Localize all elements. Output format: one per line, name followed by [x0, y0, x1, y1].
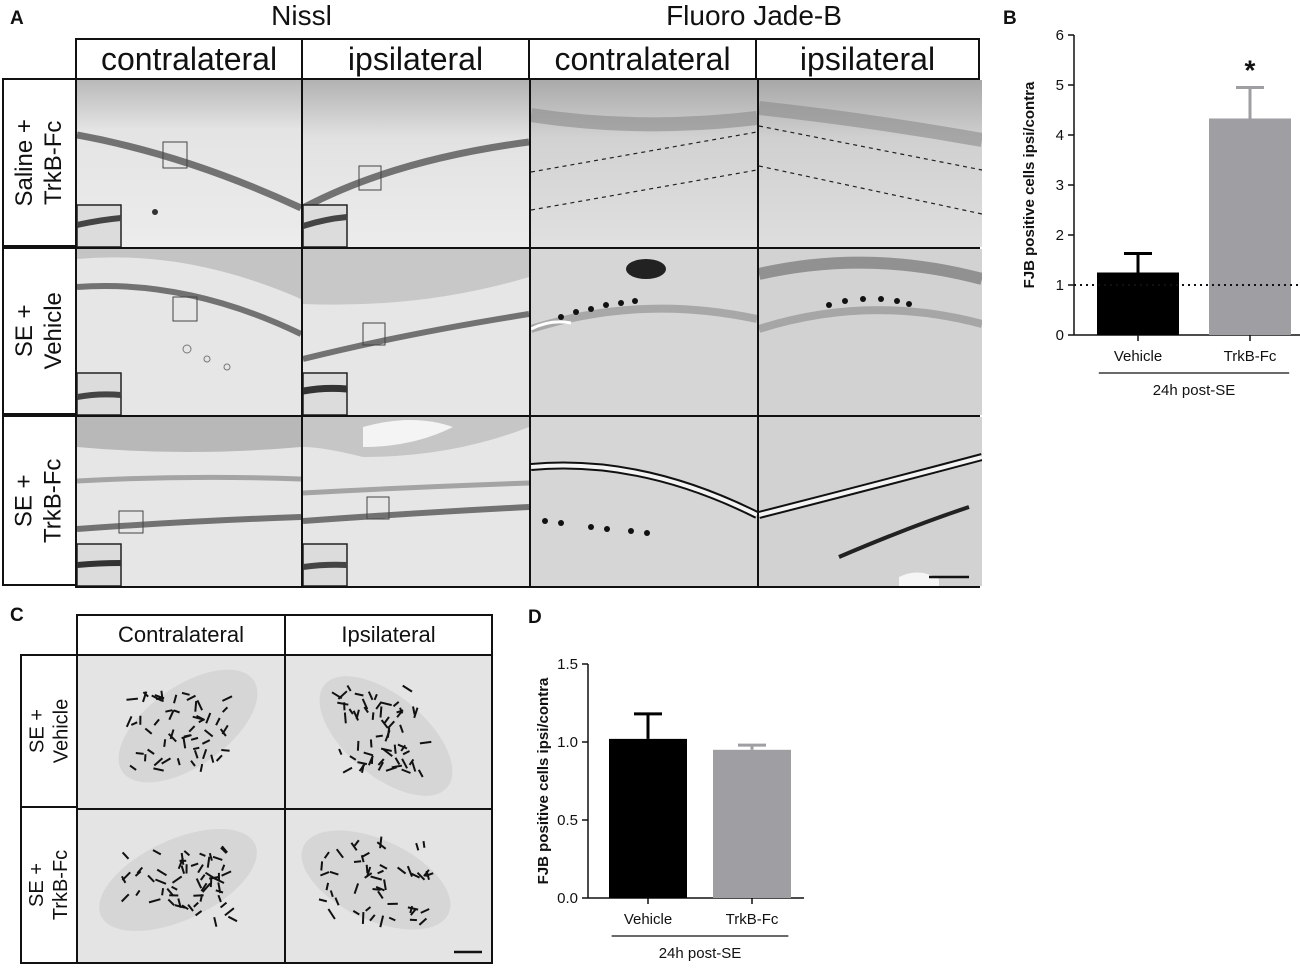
- micrograph-nissl-contra-se-vehicle: [77, 249, 301, 415]
- y-tick-label: 0.5: [557, 812, 578, 829]
- neuron-mark: [127, 699, 138, 700]
- bar-vehicle: [609, 739, 687, 898]
- micrograph-c-ipsi-se-vehicle: [286, 656, 491, 808]
- neuron-mark: [164, 739, 165, 747]
- column-header-nissl-contralateral: contralateral: [75, 38, 303, 78]
- micrograph-nissl-contra-se-trkb: [77, 417, 301, 586]
- micrograph-c-contra-se-vehicle: [78, 656, 284, 808]
- micrograph-fjb-ipsi-saline: [759, 80, 982, 247]
- neuron-mark: [373, 889, 381, 890]
- neuron-mark: [211, 876, 212, 887]
- micrograph-nissl-contra-saline: [77, 80, 301, 247]
- column-header-c-ipsilateral: Ipsilateral: [284, 614, 493, 654]
- neuron-mark: [145, 754, 146, 761]
- row-header-c-se-trkb: SE + TrkB-Fc: [20, 806, 76, 964]
- neuron-mark: [162, 888, 163, 895]
- neuron-mark: [373, 712, 374, 720]
- bar-vehicle: [1097, 273, 1179, 336]
- neuron-mark: [424, 841, 425, 848]
- micrograph-fjb-ipsi-se-trkb: [759, 417, 982, 586]
- column-header-c-contralateral: Contralateral: [76, 614, 286, 654]
- y-tick-label: 5: [1056, 77, 1064, 94]
- micrograph-c-contra-se-trkb: [78, 810, 284, 962]
- x-group-label: 24h post-SE: [1153, 382, 1236, 399]
- column-header-nissl-ipsilateral: ipsilateral: [301, 38, 530, 78]
- neuron-mark: [395, 745, 396, 754]
- neuron-mark: [376, 736, 383, 737]
- significance-annotation: *: [1245, 55, 1256, 86]
- micrograph-grid-c: [76, 654, 493, 964]
- y-tick-label: 0.0: [557, 890, 578, 907]
- neuron-mark: [380, 837, 381, 849]
- y-tick-label: 0: [1056, 327, 1064, 344]
- column-header-fjb-ipsilateral: ipsilateral: [755, 38, 980, 78]
- y-axis-label: FJB positive cells ipsi/contra: [535, 677, 552, 884]
- micrograph-grid-a: [75, 78, 980, 588]
- micrograph-c-ipsi-se-trkb: [286, 810, 491, 962]
- neuron-mark: [358, 741, 359, 751]
- x-tick-label: TrkB-Fc: [726, 911, 779, 928]
- micrograph-fjb-ipsi-se-vehicle: [759, 249, 982, 415]
- column-header-fjb-contralateral: contralateral: [528, 38, 757, 78]
- row-header-saline-trkb: Saline + TrkB-Fc: [2, 78, 75, 247]
- y-tick-label: 3: [1056, 177, 1064, 194]
- neuron-mark: [381, 707, 382, 718]
- bar-trkb-fc: [713, 750, 791, 898]
- y-tick-label: 2: [1056, 227, 1064, 244]
- row-header-se-trkb: SE + TrkB-Fc: [2, 415, 75, 586]
- y-tick-label: 6: [1056, 27, 1064, 44]
- micrograph-fjb-contra-se-trkb: [531, 417, 757, 586]
- y-tick-label: 1.0: [557, 734, 578, 751]
- x-tick-label: TrkB-Fc: [1224, 348, 1277, 365]
- neuron-mark: [136, 753, 144, 754]
- chart-b-svg: 0 1 2 3 4 5 6 FJB positive cells ipsi/contra Veh…: [1000, 20, 1300, 420]
- micrograph-nissl-ipsi-saline: [303, 80, 529, 247]
- y-tick-label: 1.5: [557, 656, 578, 673]
- neuron-mark: [363, 912, 364, 924]
- neuron-mark: [371, 739, 372, 747]
- x-tick-label: Vehicle: [1114, 348, 1162, 365]
- row-header-se-vehicle: SE + Vehicle: [2, 247, 75, 415]
- bar-trkb-fc: [1209, 119, 1291, 336]
- x-group-label: 24h post-SE: [659, 945, 742, 962]
- neuron-mark: [354, 861, 361, 862]
- panel-c-letter: C: [10, 605, 24, 627]
- chart-d: 0.0 0.5 1.0 1.5 FJB positive cells ipsi/cont…: [520, 620, 820, 966]
- x-tick-label: Vehicle: [624, 911, 672, 928]
- micrograph-fjb-contra-saline: [531, 80, 757, 247]
- row-header-c-se-vehicle: SE + Vehicle: [20, 654, 76, 808]
- neuron-mark: [221, 750, 229, 751]
- micrograph-nissl-ipsi-se-trkb: [303, 417, 529, 586]
- micrograph-fjb-contra-se-vehicle: [531, 249, 757, 415]
- neuron-mark: [321, 861, 322, 870]
- y-tick-label: 4: [1056, 127, 1064, 144]
- neuron-mark: [193, 748, 199, 749]
- neuron-mark: [195, 701, 196, 712]
- y-tick-label: 1: [1056, 277, 1064, 294]
- group-title-fluoro-jade: Fluoro Jade-B: [528, 0, 980, 32]
- chart-b: 0 1 2 3 4 5 6 FJB positive cells ipsi/contra Veh…: [1000, 20, 1300, 420]
- neuron-mark: [367, 865, 368, 873]
- chart-d-svg: 0.0 0.5 1.0 1.5 FJB positive cells ipsi/cont…: [520, 620, 820, 966]
- neuron-mark: [345, 713, 346, 724]
- y-axis-label: FJB positive cells ipsi/contra: [1021, 81, 1038, 288]
- group-title-nissl: Nissl: [75, 0, 528, 32]
- panel-a-letter: A: [10, 8, 24, 30]
- micrograph-nissl-ipsi-se-vehicle: [303, 249, 529, 415]
